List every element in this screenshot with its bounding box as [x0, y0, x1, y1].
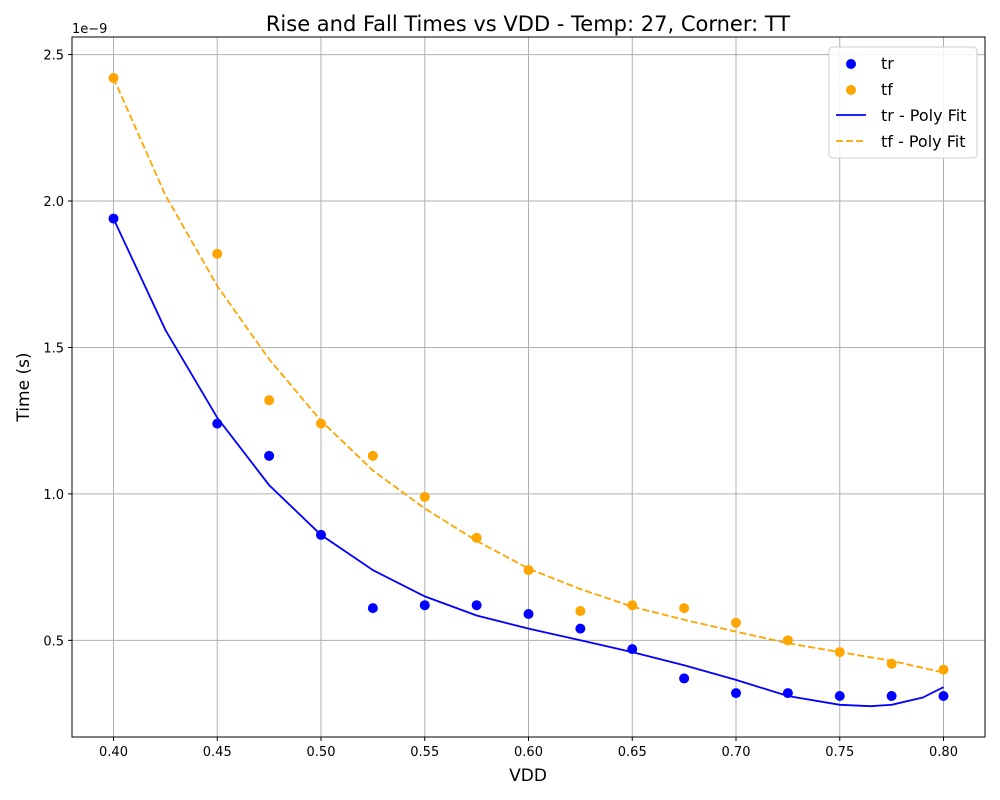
data-point-tf — [212, 248, 223, 259]
data-point-tr — [471, 600, 482, 611]
data-point-tf — [523, 565, 534, 576]
data-point-tr — [419, 600, 430, 611]
data-point-tf — [679, 603, 690, 614]
legend-marker — [846, 59, 856, 69]
data-point-tr — [367, 603, 378, 614]
y-tick-label: 2.5 — [43, 49, 64, 64]
data-point-tf — [108, 73, 119, 84]
y-tick-label: 2.0 — [43, 195, 64, 210]
x-tick-label: 0.75 — [825, 745, 854, 760]
x-tick-label: 0.60 — [514, 745, 543, 760]
data-point-tf — [575, 606, 586, 617]
data-point-tr — [627, 644, 638, 655]
fit-line-tr — [112, 218, 944, 708]
y-offset-text: 1e−9 — [72, 22, 107, 37]
y-axis-label: Time (s) — [14, 352, 34, 422]
x-tick-label: 0.50 — [307, 745, 336, 760]
data-point-tf — [782, 635, 793, 646]
legend-label: tr — [881, 54, 894, 73]
y-tick-label: 1.5 — [43, 341, 64, 356]
x-tick-label: 0.40 — [99, 745, 128, 760]
data-point-tf — [264, 395, 275, 406]
data-point-tf — [419, 491, 430, 502]
legend-label: tr - Poly Fit — [881, 106, 966, 125]
data-point-tf — [834, 647, 845, 658]
data-point-tf — [886, 658, 897, 669]
data-point-tr — [264, 450, 275, 461]
legend-label: tf — [881, 80, 893, 99]
plot-area — [108, 73, 949, 708]
data-point-tf — [316, 418, 326, 429]
data-point-tf — [471, 532, 482, 543]
data-point-tf — [627, 600, 638, 611]
data-point-tf — [938, 664, 949, 675]
y-axis: 0.5 1.0 1.5 2.0 2.5 — [43, 49, 72, 649]
x-axis-label: VDD — [509, 766, 547, 786]
legend: tr tf tr - Poly Fit tf - Poly Fit — [828, 46, 978, 159]
x-axis: 0.40 0.45 0.50 0.55 0.60 0.65 0.70 0.75 0.80 — [99, 737, 958, 760]
legend-label: tf - Poly Fit — [881, 132, 965, 151]
legend-marker — [846, 85, 856, 95]
x-tick-label: 0.80 — [929, 745, 958, 760]
data-point-tr — [938, 690, 949, 701]
legend-box — [828, 46, 978, 159]
fit-line-tf — [112, 77, 944, 674]
data-point-tf — [731, 617, 741, 628]
data-point-tr — [212, 418, 223, 429]
data-point-tr — [679, 673, 690, 684]
y-tick-label: 0.5 — [43, 634, 64, 649]
data-point-tr — [575, 623, 586, 634]
x-tick-label: 0.70 — [722, 745, 751, 760]
data-point-tr — [731, 688, 741, 699]
data-point-tf — [367, 450, 378, 461]
data-point-tr — [523, 608, 534, 619]
x-tick-label: 0.65 — [618, 745, 647, 760]
data-point-tr — [782, 688, 793, 699]
data-point-tr — [886, 690, 897, 701]
x-tick-label: 0.45 — [203, 745, 232, 760]
chart-title: Rise and Fall Times vs VDD - Temp: 27, C… — [266, 12, 790, 36]
data-point-tr — [834, 690, 845, 701]
data-point-tr — [108, 213, 119, 224]
y-tick-label: 1.0 — [43, 488, 64, 503]
x-tick-label: 0.55 — [410, 745, 439, 760]
data-point-tr — [316, 529, 326, 540]
